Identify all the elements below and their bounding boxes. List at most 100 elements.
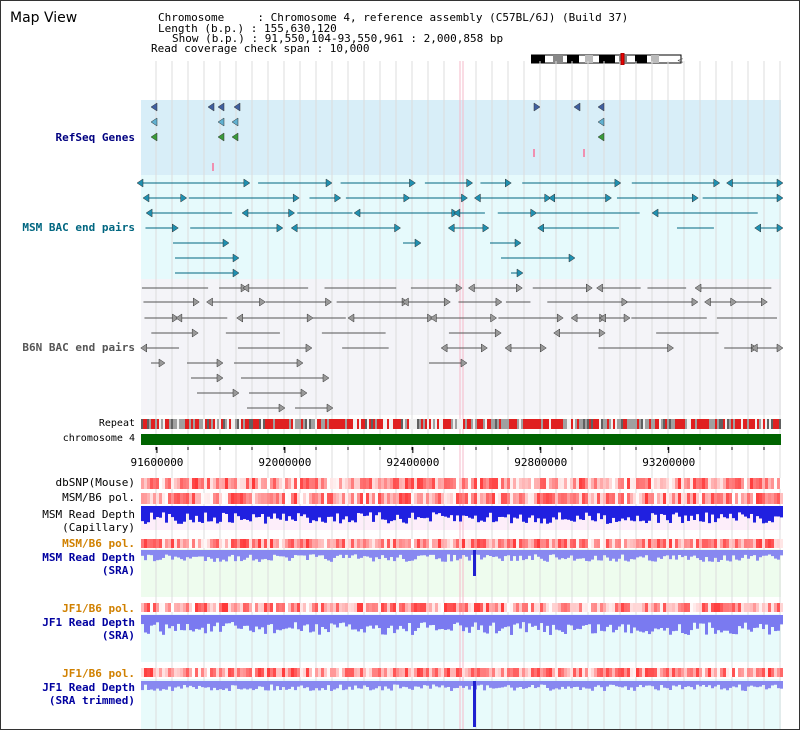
depth-bar (252, 615, 255, 633)
repeat-segment (409, 419, 411, 429)
depth-bar (456, 681, 459, 688)
depth-bar (756, 615, 759, 628)
dbsnp-label[interactable]: dbSNP(Mouse) (55, 476, 135, 489)
heat-cell (552, 603, 555, 612)
repeat-segment (671, 419, 673, 429)
heat-cell (483, 668, 486, 677)
heat-cell (429, 478, 432, 489)
heat-cell (447, 478, 450, 489)
depth-bar (744, 681, 747, 691)
depth-bar (234, 550, 237, 562)
pair-end-arrow (761, 297, 768, 307)
depth-bar (276, 615, 279, 630)
msm-depth-sra-label[interactable]: MSM Read Depth (42, 551, 135, 564)
pair-end-arrow (300, 388, 308, 398)
heat-cell (267, 493, 270, 504)
depth-bar (777, 615, 780, 631)
heat-cell (693, 603, 696, 612)
heat-cell (288, 493, 291, 504)
depth-bar (696, 615, 699, 629)
heat-cell (699, 478, 702, 489)
pair-end-arrow (444, 297, 451, 307)
chromosome-ideogram[interactable]: < (531, 53, 685, 65)
heat-cell (771, 603, 774, 612)
depth-bar (498, 550, 501, 559)
heat-cell (303, 539, 306, 548)
heat-cell (444, 539, 447, 548)
depth-bar (777, 550, 780, 560)
depth-bar (651, 615, 654, 632)
heat-cell (636, 478, 639, 489)
heat-cell (261, 668, 264, 677)
jf1-b6-pol-2-label[interactable]: JF1/B6 pol. (62, 667, 135, 680)
pair-end-arrow (623, 313, 631, 323)
heat-cell (450, 493, 453, 504)
heat-cell (453, 539, 456, 548)
depth-bar (369, 681, 372, 691)
depth-bar (330, 681, 333, 691)
heat-cell (609, 478, 612, 489)
depth-bar (309, 506, 312, 523)
heat-cell (360, 478, 363, 489)
msm-b6-pol-label[interactable]: MSM/B6 pol. (62, 491, 135, 504)
msm-b6-pol-2-label[interactable]: MSM/B6 pol. (62, 537, 135, 550)
heat-cell (267, 668, 270, 677)
depth-bar (177, 681, 180, 687)
pair-end-arrow (394, 223, 402, 233)
repeat-segment (723, 419, 725, 429)
repeat-segment (413, 419, 415, 429)
refseq-genes-label[interactable]: RefSeq Genes (55, 131, 135, 144)
heat-cell (219, 478, 222, 489)
heat-cell (234, 603, 237, 612)
depth-bar (762, 615, 765, 630)
depth-bar (765, 506, 768, 523)
heat-cell (450, 478, 453, 489)
heat-cell (360, 668, 363, 677)
jf1-b6-pol-label[interactable]: JF1/B6 pol. (62, 602, 135, 615)
heat-cell (498, 539, 501, 548)
heat-cell (270, 478, 273, 489)
heat-cell (564, 603, 567, 612)
pair-end-arrow (243, 178, 251, 188)
repeat-segment (337, 419, 339, 429)
depth-bar (615, 550, 618, 562)
gene-arrow (533, 102, 541, 112)
depth-bar (762, 506, 765, 524)
heat-cell (687, 668, 690, 677)
depth-bar (279, 681, 282, 691)
repeat-segment (187, 419, 189, 429)
repeat-segment (157, 419, 159, 429)
depth-bar (180, 681, 183, 689)
depth-bar (186, 506, 189, 514)
heat-cell (318, 493, 321, 504)
heat-cell (141, 493, 144, 504)
msm-depth-cap-label[interactable]: MSM Read Depth (42, 508, 135, 521)
depth-bar (159, 615, 162, 632)
depth-bar (675, 615, 678, 631)
repeat-segment (639, 419, 641, 429)
heat-cell (354, 478, 357, 489)
depth-bar (672, 615, 675, 632)
heat-cell (369, 493, 372, 504)
jf1-depth-trim-label[interactable]: JF1 Read Depth (42, 681, 135, 694)
repeat-segment (347, 419, 349, 429)
pair-end-arrow (259, 297, 266, 307)
jf1-depth-sra-label[interactable]: JF1 Read Depth (42, 616, 135, 629)
gene-arrow (597, 117, 605, 127)
depth-bar (711, 506, 714, 515)
depth-bar (441, 681, 444, 686)
depth-bar (699, 615, 702, 624)
heat-cell (402, 493, 405, 504)
heat-cell (642, 539, 645, 548)
msm-b6-pol-track (141, 493, 783, 504)
msm-bac-label[interactable]: MSM BAC end pairs (22, 221, 135, 234)
depth-bar (186, 550, 189, 558)
depth-bar (699, 506, 702, 522)
repeat-segment (495, 419, 497, 429)
depth-bar (396, 615, 399, 630)
pair-end-arrow (455, 283, 463, 293)
b6n-bac-label[interactable]: B6N BAC end pairs (22, 341, 135, 354)
heat-cell (582, 478, 585, 489)
